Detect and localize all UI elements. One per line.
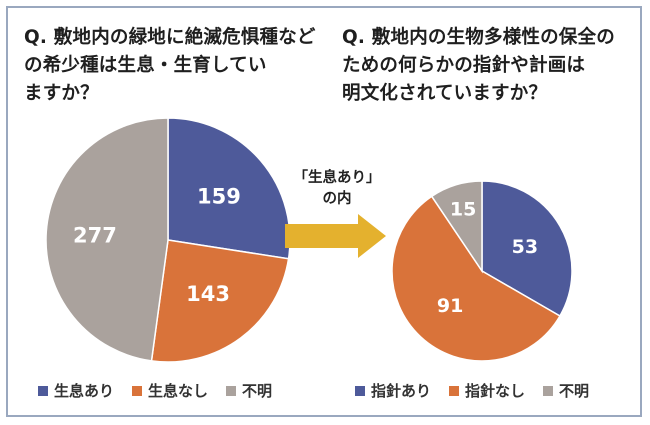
legend-swatch (543, 385, 554, 396)
pie-slice-2 (391, 195, 561, 362)
legend-item: 指針なし (449, 380, 525, 401)
pie-chart-2: 53 91 15 (391, 180, 573, 362)
arrow-shape (285, 214, 386, 258)
pie-value-label-1: 159 (197, 185, 241, 209)
legend-item: 不明 (543, 380, 589, 401)
legend-label: 不明 (242, 382, 273, 400)
pie-slice-2 (150, 239, 290, 363)
pie-chart-1: 159 143 277 (45, 117, 291, 363)
legend-swatch (132, 385, 143, 396)
arrow-label-line1: 「生息あり」 (293, 170, 381, 186)
pie-slice-3 (45, 117, 169, 362)
legend-label: 指針あり (371, 382, 432, 400)
legend-item: 指針あり (355, 380, 431, 401)
legend-swatch (226, 385, 237, 396)
pie-value-label-3: 15 (450, 199, 476, 221)
legend-label: 生息あり (54, 382, 115, 400)
pie-value-label-1: 53 (512, 236, 538, 258)
pie-value-label-3: 277 (73, 223, 117, 247)
pie-slice-1 (481, 180, 573, 318)
arrow-label-line2: の内 (322, 191, 352, 207)
legend-item: 不明 (226, 380, 272, 401)
arrow-graphic (285, 214, 386, 258)
legend-item: 生息あり (38, 380, 114, 401)
pie-value-label-2: 91 (437, 295, 463, 317)
legend-swatch (355, 385, 365, 396)
legend-swatch (38, 385, 48, 396)
arrow-label: 「生息あり」 の内 (282, 168, 392, 210)
legend-label: 生息なし (148, 382, 209, 400)
legend-swatch (449, 385, 460, 396)
chart-1-title: Q. 敷地内の緑地に絶滅危惧種など の希少種は生息・生育してい ますか？ (24, 27, 316, 104)
pie-slice-3 (430, 180, 483, 274)
chart-2-legend: 指針あり 指針なし 不明 (355, 380, 589, 401)
chart-1-legend: 生息あり 生息なし 不明 (38, 380, 272, 401)
legend-label: 不明 (559, 382, 590, 400)
pie-value-label-2: 143 (186, 282, 230, 306)
legend-item: 生息なし (132, 380, 208, 401)
chart-2-title: Q. 敷地内の生物多様性の保全の ための何らかの指針や計画は 明文化されていますか？ (342, 27, 615, 104)
legend-label: 指針なし (465, 382, 526, 400)
